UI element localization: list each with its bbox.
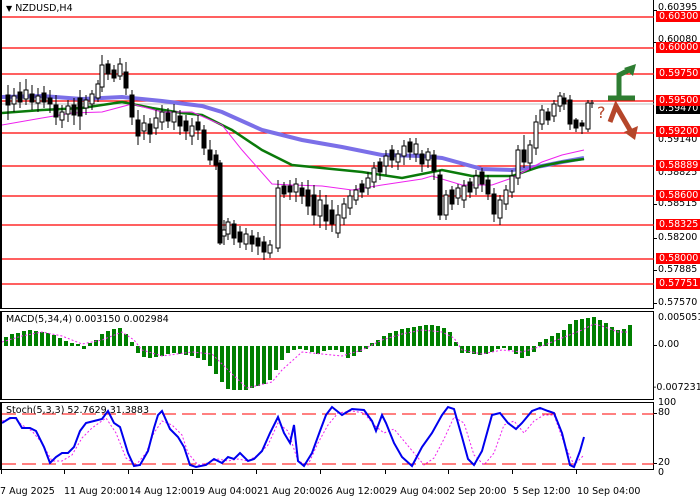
level-label: 0.57751 [656,278,700,289]
question-mark-icon: ? [597,103,606,122]
time-label: 7 Aug 2025 [0,486,55,497]
price-tick: 0.60395 [658,2,698,13]
price-tick: 0.59140 [658,134,698,145]
price-chart-canvas: ? [2,16,654,285]
price-axis[interactable]: 0.60395 0.60080 0.59140 0.58825 0.58515 … [653,0,700,478]
chart-symbol-label[interactable]: ▼ NZDUSD,H4 [6,3,73,14]
macd-canvas [2,317,632,390]
price-tick: 0.60080 [658,34,698,45]
level-label: 0.59200 [656,126,700,137]
level-label: 0.59750 [656,68,700,79]
macd-pane[interactable]: MACD(5,34,4) 0.003150 0.002984 [0,311,654,400]
time-label: 5 Sep 12:00 [513,486,571,497]
macd-tick: 0.005051 [658,312,700,323]
ma-fast-line [2,103,585,191]
stochastic-title: Stoch(5,3,3) 52.7629 31.3883 [6,405,150,416]
macd-title: MACD(5,34,4) 0.003150 0.002984 [6,314,169,325]
price-tick: 0.58825 [658,167,698,178]
price-tick: 0.57570 [658,297,698,308]
support-resistance-lines [2,16,654,285]
price-chart-pane[interactable]: ? ▼ NZDUSD,H4 [0,0,654,309]
stoch-signal-line [2,410,585,466]
stoch-tick: 80 [658,407,671,418]
dropdown-triangle-icon: ▼ [6,4,13,13]
stoch-tick: 0 [658,467,665,478]
ma-mid-line [2,100,585,180]
candlesticks [5,55,594,260]
stochastic-pane[interactable]: Stoch(5,3,3) 52.7629 31.3883 [0,402,654,470]
price-tick: 0.58200 [658,232,698,243]
time-label: 2 Sep 20:00 [449,486,507,497]
time-label: 19 Aug 04:00 [193,486,258,497]
time-label: 29 Aug 04:00 [385,486,450,497]
level-label: 0.58600 [656,190,700,201]
current-price-label: 0.59470 [656,104,700,114]
time-label: 26 Aug 12:00 [321,486,386,497]
stoch-tick: 20 [658,457,671,468]
time-label: 21 Aug 20:00 [257,486,322,497]
time-axis[interactable]: 7 Aug 2025 11 Aug 20:00 14 Aug 12:00 19 … [0,470,700,500]
bearish-scenario-arrow-icon [607,100,638,140]
macd-signal-line [2,323,628,389]
stoch-tick: 100 [658,397,677,408]
bullish-scenario-arrow-icon [608,64,636,101]
level-label: 0.58889 [656,160,700,171]
level-label: 0.58000 [656,253,700,264]
level-label: 0.60000 [656,42,700,53]
time-label: 14 Aug 12:00 [129,486,194,497]
price-tick: 0.57885 [658,264,698,275]
level-label: 0.58325 [656,219,700,230]
macd-tick: 0.00 [658,339,680,350]
time-label: 11 Aug 20:00 [64,486,129,497]
macd-tick: -0.007231 [653,382,700,393]
stoch-main-line [2,405,585,469]
level-label: 0.60300 [656,11,700,22]
time-label: 10 Sep 04:00 [577,486,641,497]
price-tick: 0.58515 [658,198,698,209]
stochastic-canvas [2,405,654,469]
level-label: 0.59500 [656,95,700,106]
